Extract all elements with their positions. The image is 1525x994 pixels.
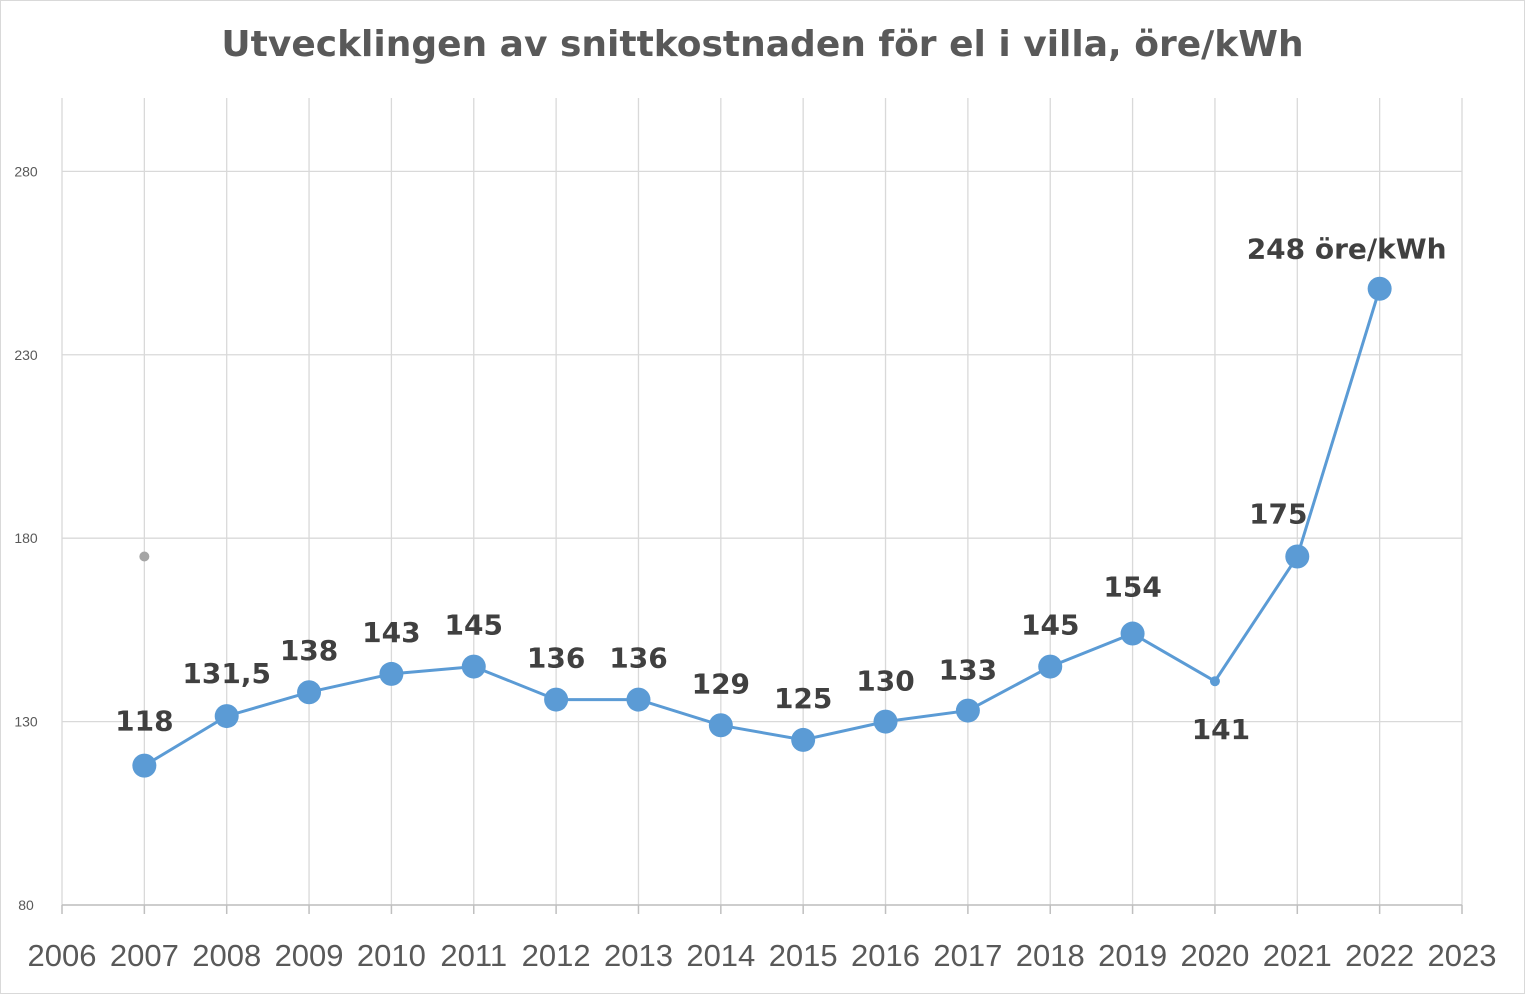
- data-label: 138: [280, 634, 338, 667]
- x-tick-label: 2018: [1016, 938, 1085, 973]
- x-tick-label: 2006: [28, 938, 97, 973]
- x-tick-label: 2008: [192, 938, 261, 973]
- point-layer: [132, 276, 1392, 778]
- y-tick-label: 180: [14, 530, 38, 546]
- data-label: 175: [1249, 498, 1307, 531]
- data-point: [1285, 544, 1310, 569]
- x-tick-label: 2013: [604, 938, 673, 973]
- data-point: [626, 687, 651, 712]
- data-point: [791, 727, 816, 752]
- y-tick-label: 230: [14, 347, 38, 363]
- grid-layer: [61, 98, 1463, 906]
- data-label: 154: [1103, 571, 1161, 604]
- x-tick-label: 2016: [851, 938, 920, 973]
- y-tick-label: 280: [14, 163, 38, 179]
- extra-marker: [139, 551, 150, 562]
- x-tick-label: 2012: [522, 938, 591, 973]
- series-line: [143, 288, 1382, 767]
- x-tick-label: 2010: [357, 938, 426, 973]
- data-point: [1367, 276, 1392, 301]
- x-tick-label: 2014: [686, 938, 755, 973]
- data-label: 125: [774, 682, 832, 715]
- data-point: [873, 709, 898, 734]
- x-tick-label: 2022: [1345, 938, 1414, 973]
- data-label: 145: [1021, 609, 1079, 642]
- x-tick-label: 2021: [1263, 938, 1332, 973]
- data-label: 248 öre/kWh: [1247, 233, 1447, 266]
- data-point: [1120, 621, 1145, 646]
- x-tick-label: 2007: [110, 938, 179, 973]
- data-label: 118: [115, 705, 173, 738]
- data-label: 141: [1192, 713, 1250, 746]
- line-layer: [143, 288, 1382, 767]
- data-point: [297, 680, 322, 705]
- data-label: 136: [609, 642, 667, 675]
- axis-layer: 2006 2007 2008 2009 2010 2011 2012 2013 2014 2015…: [14, 163, 1496, 973]
- chart-title: Utvecklingen av snittkostnaden för el i …: [221, 24, 1304, 65]
- data-label: 136: [527, 642, 585, 675]
- y-tick-label: 80: [18, 897, 34, 913]
- data-point: [955, 698, 980, 723]
- data-label: 143: [362, 616, 420, 649]
- label-layer: 118 131,5 138 143 145 136 136 129 125 130 133 145 15…: [115, 233, 1446, 746]
- x-tick-label: 2011: [440, 938, 507, 973]
- x-tick-label: 2015: [769, 938, 838, 973]
- data-point: [461, 654, 486, 679]
- y-tick-label: 130: [14, 714, 38, 730]
- x-tick-label: 2017: [933, 938, 1002, 973]
- data-label: 129: [692, 667, 750, 700]
- data-point: [214, 704, 239, 729]
- x-tick-label: 2019: [1098, 938, 1167, 973]
- x-tick-label: 2009: [275, 938, 344, 973]
- data-label: 133: [939, 654, 997, 687]
- data-point: [1209, 676, 1220, 687]
- data-point: [132, 753, 157, 778]
- x-tick-label: 2023: [1428, 938, 1497, 973]
- x-tick-label: 2020: [1180, 938, 1249, 973]
- data-point: [1038, 654, 1063, 679]
- data-label: 131,5: [182, 657, 271, 690]
- data-label: 130: [856, 665, 914, 698]
- data-label: 145: [445, 609, 503, 642]
- data-point: [544, 687, 569, 712]
- data-point: [379, 661, 404, 686]
- data-point: [708, 713, 733, 738]
